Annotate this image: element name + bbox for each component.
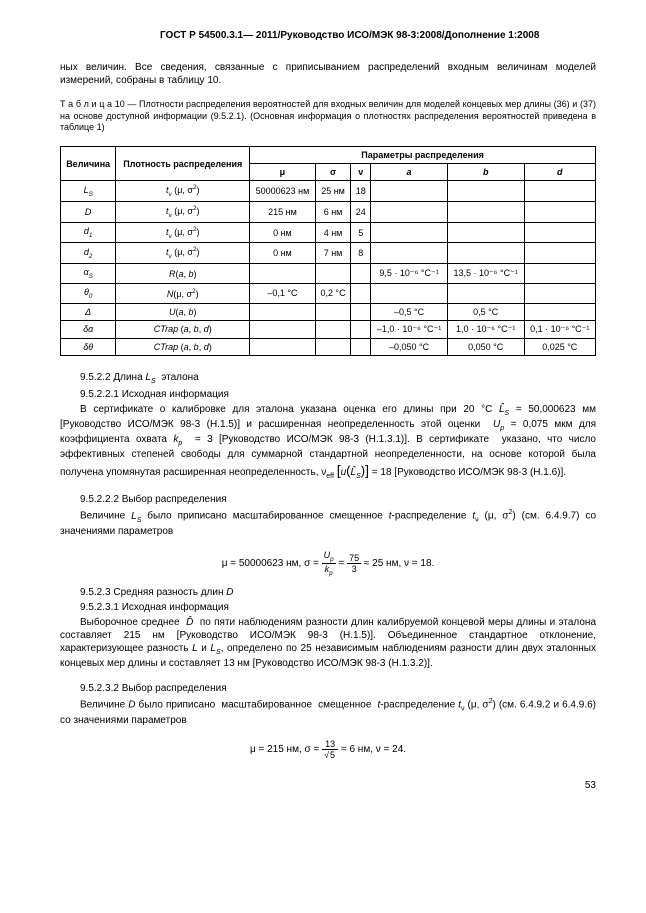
formula1-a: μ = 50000623 нм, σ = [222,558,319,569]
table-row: LStν (μ, σ2)50000623 нм25 нм18 [61,181,596,202]
formula2-b: = 6 нм, ν = 24. [341,744,406,755]
col-nu: ν [351,164,371,181]
para2-c: = 18 [Руководство ИСО/МЭК 98-3 (Н.1.6)]. [372,467,566,478]
table-row: δαCTrap (a, b, d)–1,0 · 10⁻⁶ °C⁻¹1,0 · 1… [61,320,596,338]
para2-a: В сертификате о калибровке для эталона у… [80,404,499,415]
table-caption: Т а б л и ц а 10 — Плотности распределен… [60,99,596,134]
section-95221: 9.5.2.2.1 Исходная информация [60,388,596,401]
paragraph-assign-d: Величине D было приписано масштабированн… [60,697,596,726]
col-mu: μ [250,164,316,181]
col-variable: Величина [61,147,116,181]
paragraph-assign-ls: Величине LS было приписано масштабирован… [60,508,596,537]
table-row: δθCTrap (a, b, d)–0,050 °C0,050 °C0,025 … [61,338,596,355]
col-b: b [447,164,524,181]
table-body: LStν (μ, σ2)50000623 нм25 нм18Dtν (μ, σ2… [61,181,596,356]
formula2-a: μ = 215 нм, σ = [250,744,322,755]
distribution-table: Величина Плотность распределения Парамет… [60,146,596,356]
formula1-b: 25 нм, ν = 18. [372,558,434,569]
paragraph-sample-mean: Выборочное среднее D̂ по пяти наблюдения… [60,616,596,670]
section-95231: 9.5.2.3.1 Исходная информация [60,601,596,614]
table-row: ΔU(a, b)–0,5 °C0,5 °C [61,303,596,320]
col-density: Плотность распределения [116,147,250,181]
col-params: Параметры распределения [250,147,596,164]
formula-2: μ = 215 нм, σ = 13√5 = 6 нм, ν = 24. [60,739,596,760]
section-95232: 9.5.2.3.2 Выбор распределения [60,682,596,695]
table-row: αSR(a, b)9,5 · 10⁻⁶ °C⁻¹13,5 · 10⁻⁶ °C⁻¹ [61,264,596,284]
paragraph-cert: В сертификате о калибровке для эталона у… [60,403,596,481]
section-95222: 9.5.2.2.2 Выбор распределения [60,493,596,506]
table-head-row-1: Величина Плотность распределения Парамет… [61,147,596,164]
section-9522: 9.5.2.2 Длина LS эталона [60,371,596,386]
table-row: θ0N(μ, σ2)–0,1 °C0,2 °C [61,284,596,304]
page-header: ГОСТ Р 54500.3.1— 2011/Руководство ИСО/М… [160,30,596,41]
section-9523: 9.5.2.3 Средняя разность длин D [60,586,596,599]
col-a: a [371,164,448,181]
table-row: d2tν (μ, σ2)0 нм7 нм8 [61,243,596,264]
formula-1: μ = 50000623 нм, σ = Upkp = 753 ≈ 25 нм,… [60,550,596,577]
table-row: Dtν (μ, σ2)215 нм6 нм24 [61,201,596,222]
page-number: 53 [60,780,596,791]
intro-paragraph: ных величин. Все сведения, связанные с п… [60,61,596,87]
col-sigma: σ [315,164,351,181]
col-d: d [524,164,595,181]
table-row: d1tν (μ, σ2)0 нм4 нм5 [61,222,596,243]
